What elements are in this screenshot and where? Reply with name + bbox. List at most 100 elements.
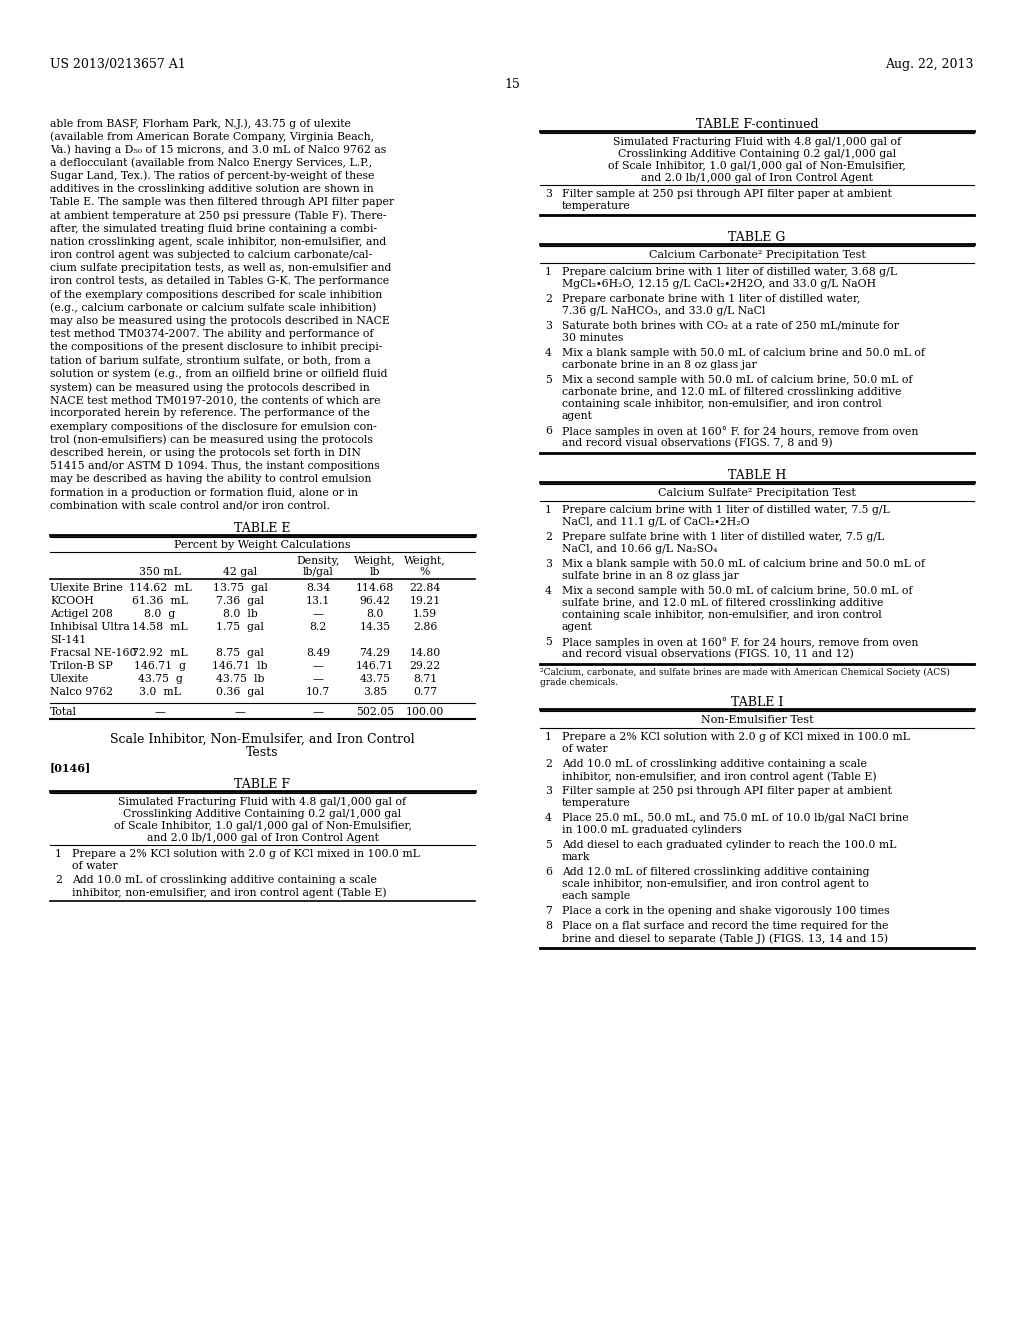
Text: Add diesel to each graduated cylinder to reach the 100.0 mL: Add diesel to each graduated cylinder to… — [562, 840, 896, 850]
Text: 1: 1 — [545, 267, 552, 277]
Text: system) can be measured using the protocols described in: system) can be measured using the protoc… — [50, 381, 370, 392]
Text: Aug. 22, 2013: Aug. 22, 2013 — [886, 58, 974, 71]
Text: Simulated Fracturing Fluid with 4.8 gal/1,000 gal of: Simulated Fracturing Fluid with 4.8 gal/… — [613, 137, 901, 147]
Text: Va.) having a D₅₀ of 15 microns, and 3.0 mL of Nalco 9762 as: Va.) having a D₅₀ of 15 microns, and 3.0… — [50, 144, 386, 154]
Text: —: — — [312, 609, 324, 619]
Text: 114.68: 114.68 — [356, 583, 394, 593]
Text: in 100.0 mL graduated cylinders: in 100.0 mL graduated cylinders — [562, 825, 741, 836]
Text: and 2.0 lb/1,000 gal of Iron Control Agent: and 2.0 lb/1,000 gal of Iron Control Age… — [641, 173, 872, 183]
Text: 10.7: 10.7 — [306, 686, 330, 697]
Text: of the exemplary compositions described for scale inhibition: of the exemplary compositions described … — [50, 289, 382, 300]
Text: iron control agent was subjected to calcium carbonate/cal-: iron control agent was subjected to calc… — [50, 249, 373, 260]
Text: —: — — [312, 708, 324, 717]
Text: 8.0: 8.0 — [367, 609, 384, 619]
Text: Add 12.0 mL of filtered crosslinking additive containing: Add 12.0 mL of filtered crosslinking add… — [562, 867, 869, 876]
Text: 13.1: 13.1 — [306, 597, 330, 606]
Text: —: — — [234, 708, 246, 717]
Text: Place samples in oven at 160° F. for 24 hours, remove from oven: Place samples in oven at 160° F. for 24 … — [562, 638, 919, 648]
Text: —: — — [312, 661, 324, 671]
Text: lb: lb — [370, 568, 380, 577]
Text: TABLE E: TABLE E — [234, 521, 291, 535]
Text: 502.05: 502.05 — [356, 708, 394, 717]
Text: containing scale inhibitor, non-emulsifier, and iron control: containing scale inhibitor, non-emulsifi… — [562, 399, 882, 409]
Text: tation of barium sulfate, strontium sulfate, or both, from a: tation of barium sulfate, strontium sulf… — [50, 355, 371, 366]
Text: Place on a flat surface and record the time required for the: Place on a flat surface and record the t… — [562, 921, 889, 931]
Text: 96.42: 96.42 — [359, 597, 390, 606]
Text: —: — — [155, 708, 166, 717]
Text: 2: 2 — [545, 294, 552, 304]
Text: %: % — [420, 568, 430, 577]
Text: of water: of water — [562, 744, 607, 754]
Text: 3: 3 — [545, 785, 552, 796]
Text: of Scale Inhibitor, 1.0 gal/1,000 gal of Non-Emulsifier,: of Scale Inhibitor, 1.0 gal/1,000 gal of… — [608, 161, 906, 172]
Text: Filter sample at 250 psi through API filter paper at ambient: Filter sample at 250 psi through API fil… — [562, 189, 892, 199]
Text: additives in the crosslinking additive solution are shown in: additives in the crosslinking additive s… — [50, 183, 374, 194]
Text: Inhibisal Ultra: Inhibisal Ultra — [50, 622, 130, 632]
Text: (e.g., calcium carbonate or calcium sulfate scale inhibition): (e.g., calcium carbonate or calcium sulf… — [50, 302, 377, 313]
Text: 350 mL: 350 mL — [139, 568, 181, 577]
Text: 5: 5 — [545, 375, 552, 385]
Text: exemplary compositions of the disclosure for emulsion con-: exemplary compositions of the disclosure… — [50, 421, 377, 432]
Text: 146.71: 146.71 — [356, 661, 394, 671]
Text: 6: 6 — [545, 426, 552, 436]
Text: Prepare carbonate brine with 1 liter of distilled water,: Prepare carbonate brine with 1 liter of … — [562, 294, 860, 304]
Text: sulfate brine, and 12.0 mL of filtered crosslinking additive: sulfate brine, and 12.0 mL of filtered c… — [562, 598, 884, 609]
Text: and record visual observations (FIGS. 10, 11 and 12): and record visual observations (FIGS. 10… — [562, 649, 854, 660]
Text: Sugar Land, Tex.). The ratios of percent-by-weight of these: Sugar Land, Tex.). The ratios of percent… — [50, 170, 375, 181]
Text: 8: 8 — [545, 921, 552, 931]
Text: of water: of water — [72, 861, 118, 871]
Text: Mix a second sample with 50.0 mL of calcium brine, 50.0 mL of: Mix a second sample with 50.0 mL of calc… — [562, 375, 912, 385]
Text: 8.0  lb: 8.0 lb — [222, 609, 257, 619]
Text: may also be measured using the protocols described in NACE: may also be measured using the protocols… — [50, 315, 390, 326]
Text: Add 10.0 mL of crosslinking additive containing a scale: Add 10.0 mL of crosslinking additive con… — [72, 875, 377, 884]
Text: 2: 2 — [545, 759, 552, 770]
Text: 4: 4 — [545, 348, 552, 358]
Text: 1.75  gal: 1.75 gal — [216, 622, 264, 632]
Text: 1: 1 — [55, 849, 62, 859]
Text: agent: agent — [562, 411, 593, 421]
Text: 2: 2 — [545, 532, 552, 543]
Text: Calcium Sulfate² Precipitation Test: Calcium Sulfate² Precipitation Test — [658, 488, 856, 498]
Text: 5: 5 — [545, 840, 552, 850]
Text: 8.49: 8.49 — [306, 648, 330, 657]
Text: 3.0  mL: 3.0 mL — [139, 686, 181, 697]
Text: 74.29: 74.29 — [359, 648, 390, 657]
Text: Filter sample at 250 psi through API filter paper at ambient: Filter sample at 250 psi through API fil… — [562, 785, 892, 796]
Text: NACE test method TM0197-2010, the contents of which are: NACE test method TM0197-2010, the conten… — [50, 395, 381, 405]
Text: inhibitor, non-emulsifier, and iron control agent (Table E): inhibitor, non-emulsifier, and iron cont… — [72, 887, 387, 898]
Text: 43.75  lb: 43.75 lb — [216, 675, 264, 684]
Text: 7: 7 — [545, 906, 552, 916]
Text: Scale Inhibitor, Non-Emulsifer, and Iron Control: Scale Inhibitor, Non-Emulsifer, and Iron… — [111, 733, 415, 746]
Text: 61.36  mL: 61.36 mL — [132, 597, 188, 606]
Text: carbonate brine, and 12.0 mL of filtered crosslinking additive: carbonate brine, and 12.0 mL of filtered… — [562, 387, 901, 397]
Text: Fracsal NE-160: Fracsal NE-160 — [50, 648, 136, 657]
Text: brine and diesel to separate (Table J) (FIGS. 13, 14 and 15): brine and diesel to separate (Table J) (… — [562, 933, 888, 944]
Text: Mix a blank sample with 50.0 mL of calcium brine and 50.0 mL of: Mix a blank sample with 50.0 mL of calci… — [562, 558, 925, 569]
Text: 2: 2 — [55, 875, 62, 884]
Text: Density,: Density, — [296, 556, 340, 566]
Text: SI-141: SI-141 — [50, 635, 86, 645]
Text: mark: mark — [562, 851, 591, 862]
Text: Prepare a 2% KCl solution with 2.0 g of KCl mixed in 100.0 mL: Prepare a 2% KCl solution with 2.0 g of … — [72, 849, 420, 859]
Text: 19.21: 19.21 — [410, 597, 440, 606]
Text: Prepare calcium brine with 1 liter of distilled water, 7.5 g/L: Prepare calcium brine with 1 liter of di… — [562, 506, 890, 515]
Text: Non-Emulsifier Test: Non-Emulsifier Test — [700, 715, 813, 725]
Text: Trilon-B SP: Trilon-B SP — [50, 661, 113, 671]
Text: after, the simulated treating fluid brine containing a combi-: after, the simulated treating fluid brin… — [50, 223, 377, 234]
Text: 14.35: 14.35 — [359, 622, 390, 632]
Text: sulfate brine in an 8 oz glass jar: sulfate brine in an 8 oz glass jar — [562, 572, 738, 581]
Text: Weight,: Weight, — [404, 556, 445, 566]
Text: 5: 5 — [545, 638, 552, 647]
Text: 2.86: 2.86 — [413, 622, 437, 632]
Text: 146.71  lb: 146.71 lb — [212, 661, 268, 671]
Text: described herein, or using the protocols set forth in DIN: described herein, or using the protocols… — [50, 447, 360, 458]
Text: Mix a second sample with 50.0 mL of calcium brine, 50.0 mL of: Mix a second sample with 50.0 mL of calc… — [562, 586, 912, 597]
Text: 0.36  gal: 0.36 gal — [216, 686, 264, 697]
Text: TABLE I: TABLE I — [731, 696, 783, 709]
Text: 42 gal: 42 gal — [223, 568, 257, 577]
Text: 14.58  mL: 14.58 mL — [132, 622, 187, 632]
Text: 72.92  mL: 72.92 mL — [132, 648, 187, 657]
Text: cium sulfate precipitation tests, as well as, non-emulsifier and: cium sulfate precipitation tests, as wel… — [50, 263, 391, 273]
Text: Calcium Carbonate² Precipitation Test: Calcium Carbonate² Precipitation Test — [648, 249, 865, 260]
Text: (available from American Borate Company, Virginia Beach,: (available from American Borate Company,… — [50, 131, 374, 141]
